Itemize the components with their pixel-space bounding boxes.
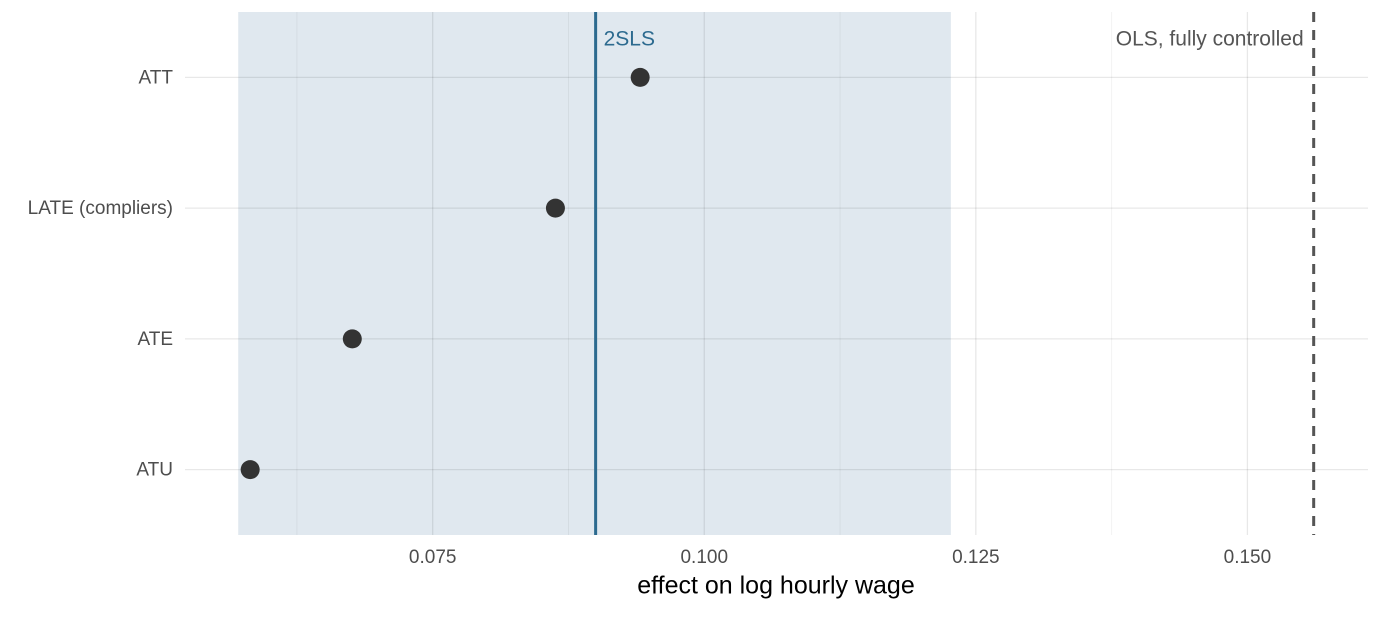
x-tick-label: 0.075	[409, 547, 457, 568]
point	[342, 329, 362, 349]
reference-label: 2SLS	[604, 28, 655, 51]
x-tick-label: 0.125	[952, 547, 1000, 568]
point	[630, 67, 650, 87]
y-tick-label: ATU	[136, 460, 173, 481]
point	[545, 198, 565, 218]
y-tick-label: ATT	[139, 67, 174, 88]
x-tick-label: 0.100	[680, 547, 728, 568]
y-tick-label: LATE (compliers)	[28, 198, 173, 219]
y-tick-label: ATE	[137, 329, 173, 350]
x-tick-label: 0.150	[1224, 547, 1272, 568]
x-axis-title: effect on log hourly wage	[637, 572, 915, 600]
point	[240, 460, 260, 480]
reference-label: OLS, fully controlled	[1116, 28, 1304, 51]
